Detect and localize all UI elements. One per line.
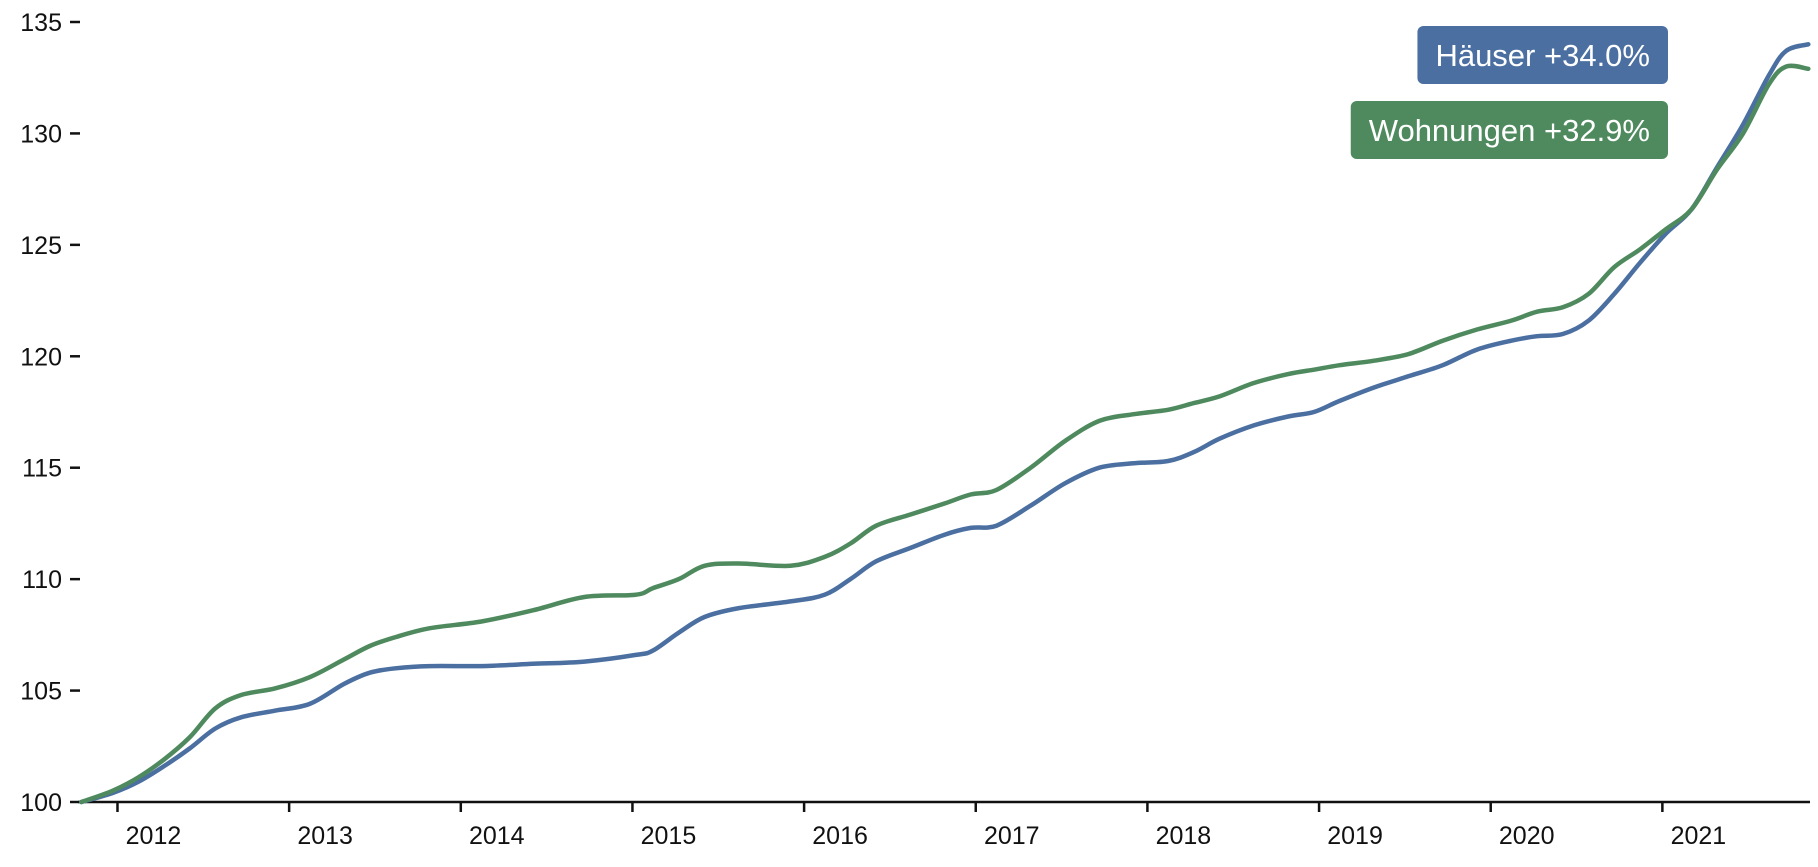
axes: 100 105 110 115 120 125 130 135 2012 2013 2014 2015… bbox=[20, 9, 1810, 850]
y-tick-label: 135 bbox=[20, 9, 62, 37]
x-tick-label: 2020 bbox=[1499, 822, 1555, 850]
x-tick-label: 2018 bbox=[1156, 822, 1212, 850]
x-tick-label: 2019 bbox=[1327, 822, 1383, 850]
x-tick-label: 2015 bbox=[641, 822, 697, 850]
legend-label: Wohnungen +32.9% bbox=[1369, 113, 1650, 148]
y-tick-label: 100 bbox=[20, 789, 62, 817]
legend-item: Wohnungen +32.9% bbox=[1350, 101, 1668, 159]
legend: Häuser +34.0% Wohnungen +32.9% bbox=[1350, 26, 1668, 159]
y-tick-label: 105 bbox=[20, 678, 62, 706]
x-tick-label: 2017 bbox=[984, 822, 1040, 850]
series-line-h-user bbox=[79, 42, 1811, 805]
series-lines bbox=[79, 42, 1811, 805]
x-tick-label: 2021 bbox=[1671, 822, 1727, 850]
y-tick-label: 120 bbox=[20, 343, 62, 371]
x-tick-label: 2012 bbox=[126, 822, 182, 850]
y-tick-label: 125 bbox=[20, 232, 62, 260]
y-tick-label: 110 bbox=[22, 566, 62, 594]
legend-badge bbox=[1350, 101, 1668, 159]
legend-badge bbox=[1417, 26, 1668, 84]
x-tick-label: 2013 bbox=[297, 822, 353, 850]
x-tick-label: 2014 bbox=[469, 822, 525, 850]
series-line-wohnungen bbox=[79, 63, 1811, 805]
y-tick-label: 130 bbox=[20, 120, 62, 148]
legend-label: Häuser +34.0% bbox=[1435, 38, 1650, 73]
y-tick-label: 115 bbox=[22, 455, 62, 483]
legend-item: Häuser +34.0% bbox=[1417, 26, 1668, 84]
x-tick-label: 2016 bbox=[812, 822, 868, 850]
